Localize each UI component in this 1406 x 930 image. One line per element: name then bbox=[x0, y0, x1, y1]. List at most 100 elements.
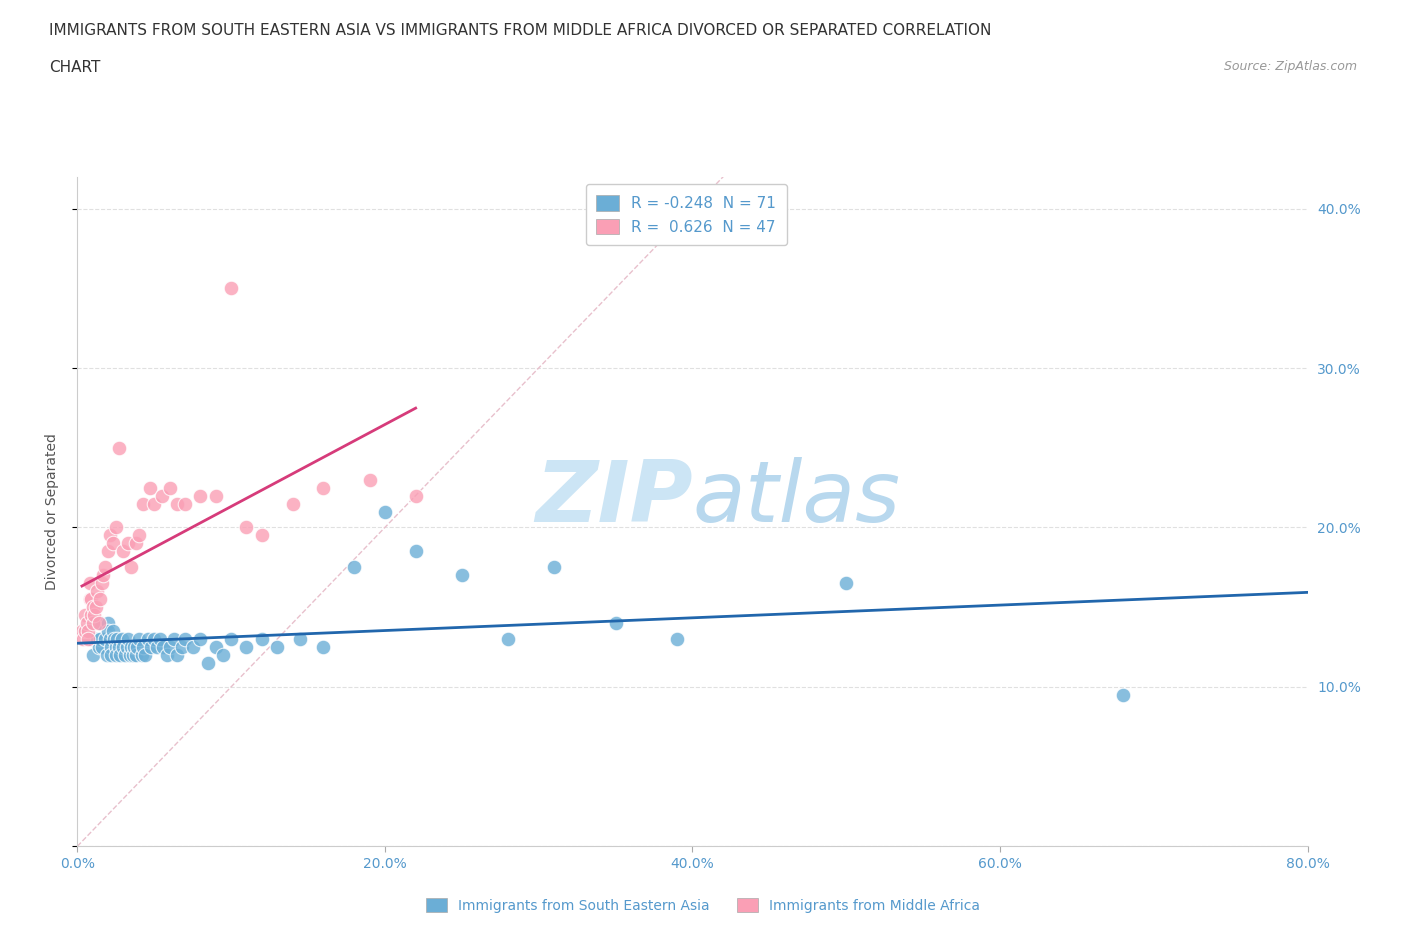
Point bbox=[212, 647, 235, 662]
Point bbox=[122, 640, 145, 655]
Point bbox=[235, 520, 257, 535]
Point bbox=[166, 647, 188, 662]
Point bbox=[170, 640, 193, 655]
Point bbox=[110, 647, 132, 662]
Point bbox=[103, 631, 125, 646]
Point bbox=[100, 647, 122, 662]
Point bbox=[84, 631, 107, 646]
Point bbox=[73, 624, 96, 639]
Point bbox=[204, 488, 226, 503]
Point bbox=[112, 544, 135, 559]
Point bbox=[101, 536, 124, 551]
Point bbox=[405, 544, 427, 559]
Point bbox=[97, 624, 120, 639]
Point bbox=[89, 591, 111, 606]
Point bbox=[108, 640, 131, 655]
Point bbox=[125, 536, 148, 551]
Point bbox=[174, 631, 197, 646]
Point bbox=[343, 560, 366, 575]
Legend: Immigrants from South Eastern Asia, Immigrants from Middle Africa: Immigrants from South Eastern Asia, Immi… bbox=[420, 893, 986, 919]
Point bbox=[79, 576, 101, 591]
Point bbox=[143, 631, 166, 646]
Point bbox=[111, 631, 134, 646]
Point bbox=[359, 472, 381, 487]
Point bbox=[104, 640, 127, 655]
Text: IMMIGRANTS FROM SOUTH EASTERN ASIA VS IMMIGRANTS FROM MIDDLE AFRICA DIVORCED OR : IMMIGRANTS FROM SOUTH EASTERN ASIA VS IM… bbox=[49, 23, 991, 38]
Point bbox=[174, 496, 197, 511]
Point bbox=[312, 640, 335, 655]
Point bbox=[405, 488, 427, 503]
Point bbox=[70, 624, 93, 639]
Point bbox=[132, 640, 155, 655]
Point bbox=[235, 640, 257, 655]
Point bbox=[666, 631, 689, 646]
Point bbox=[152, 640, 174, 655]
Point bbox=[89, 616, 111, 631]
Text: Source: ZipAtlas.com: Source: ZipAtlas.com bbox=[1223, 60, 1357, 73]
Point bbox=[118, 647, 141, 662]
Point bbox=[77, 624, 100, 639]
Point bbox=[80, 607, 103, 622]
Point bbox=[98, 631, 121, 646]
Point bbox=[112, 640, 135, 655]
Point bbox=[101, 624, 124, 639]
Point bbox=[80, 591, 103, 606]
Point bbox=[149, 631, 172, 646]
Point bbox=[163, 631, 186, 646]
Point bbox=[76, 616, 98, 631]
Point bbox=[117, 536, 139, 551]
Point bbox=[290, 631, 312, 646]
Point bbox=[543, 560, 565, 575]
Point bbox=[250, 528, 273, 543]
Point bbox=[605, 616, 627, 631]
Point bbox=[128, 528, 150, 543]
Point bbox=[87, 640, 110, 655]
Point bbox=[141, 640, 163, 655]
Point bbox=[204, 640, 226, 655]
Point bbox=[93, 568, 115, 583]
Point bbox=[108, 440, 131, 455]
Point bbox=[197, 656, 219, 671]
Point bbox=[188, 488, 212, 503]
Point bbox=[374, 504, 396, 519]
Point bbox=[155, 647, 177, 662]
Text: CHART: CHART bbox=[49, 60, 101, 75]
Point bbox=[73, 607, 96, 622]
Point bbox=[117, 631, 139, 646]
Point bbox=[120, 640, 142, 655]
Point bbox=[125, 647, 148, 662]
Point bbox=[72, 631, 94, 646]
Point bbox=[97, 544, 120, 559]
Point bbox=[77, 631, 100, 646]
Point bbox=[83, 607, 105, 622]
Text: ZIP: ZIP bbox=[534, 457, 693, 539]
Point bbox=[115, 640, 138, 655]
Point bbox=[134, 647, 156, 662]
Point bbox=[82, 616, 104, 631]
Point bbox=[250, 631, 273, 646]
Y-axis label: Divorced or Separated: Divorced or Separated bbox=[45, 433, 59, 590]
Point bbox=[136, 631, 159, 646]
Point bbox=[89, 631, 111, 646]
Point bbox=[97, 616, 120, 631]
Point bbox=[132, 496, 155, 511]
Point bbox=[188, 631, 212, 646]
Point bbox=[96, 647, 118, 662]
Point bbox=[166, 496, 188, 511]
Point bbox=[94, 560, 117, 575]
Point bbox=[146, 640, 169, 655]
Point bbox=[73, 624, 96, 639]
Point bbox=[131, 647, 153, 662]
Point bbox=[86, 584, 108, 599]
Point bbox=[120, 560, 142, 575]
Point bbox=[105, 631, 128, 646]
Point bbox=[496, 631, 519, 646]
Point bbox=[312, 480, 335, 495]
Point bbox=[114, 647, 136, 662]
Point bbox=[121, 647, 143, 662]
Point bbox=[128, 631, 150, 646]
Point bbox=[138, 480, 160, 495]
Point bbox=[104, 647, 127, 662]
Point bbox=[94, 631, 117, 646]
Point bbox=[835, 576, 858, 591]
